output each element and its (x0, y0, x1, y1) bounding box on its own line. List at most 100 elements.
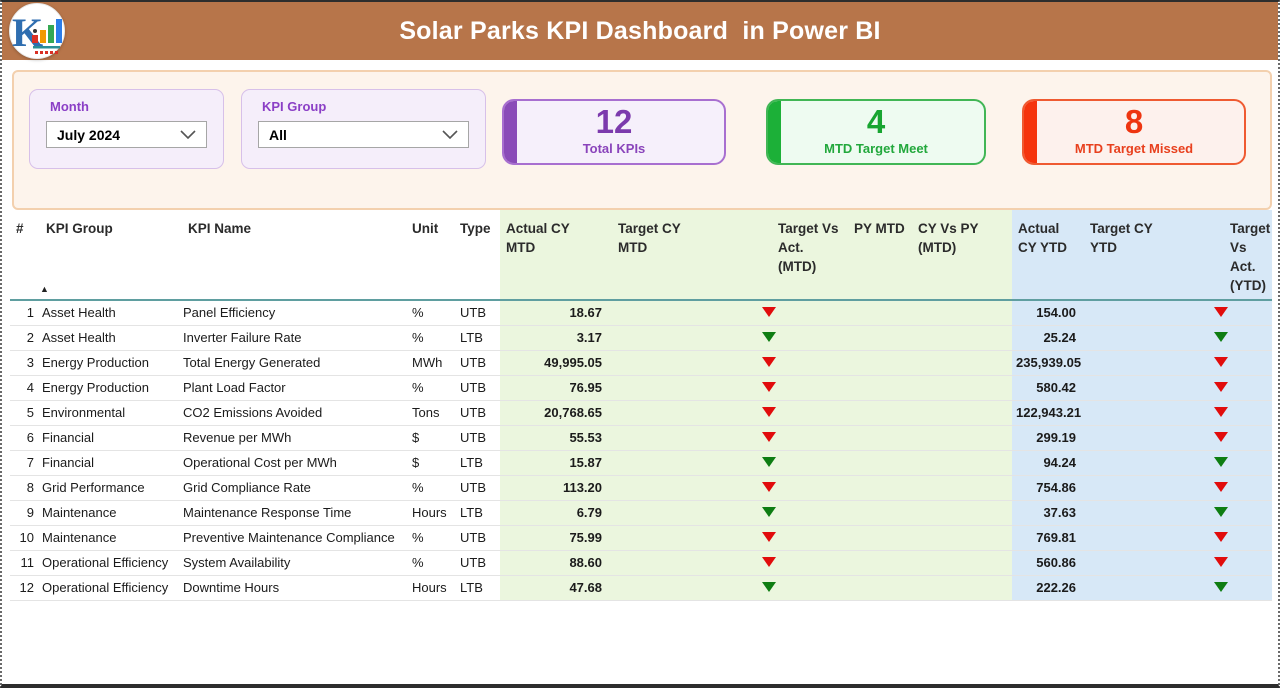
cell-tva_ytd (1204, 549, 1272, 575)
table-row: 12 Operational Efficiency Downtime Hours Ho… (10, 574, 1272, 601)
table-row: 1 Asset Health Panel Efficiency% UTB 18.67 15… (10, 299, 1272, 325)
column-header-py_mtd[interactable]: PY MTD (848, 210, 912, 301)
mtd-target-missed-card: 8 MTD Target Missed (1022, 99, 1246, 165)
down-arrow-red-icon (762, 482, 776, 492)
cell-actual_mtd: 47.68 (500, 574, 612, 601)
down-arrow-green-icon (1214, 507, 1228, 517)
cell-name: Inverter Failure Rate (182, 324, 408, 350)
cell-cyvpy_mtd (912, 524, 1012, 550)
table-row: 10 Maintenance Preventive Maintenance Comp… (10, 524, 1272, 550)
column-header-actual_mtd[interactable]: Actual CY MTD (500, 210, 612, 301)
cell-unit: % (408, 299, 458, 325)
down-arrow-green-icon (1214, 332, 1228, 342)
cell-num: 6 (10, 424, 40, 450)
month-dropdown[interactable]: July 2024 (46, 121, 207, 148)
cell-actual_ytd: 37.63 (1012, 499, 1084, 525)
down-arrow-green-icon (762, 457, 776, 467)
cell-name: System Availability (182, 549, 408, 575)
cell-group: Financial (40, 449, 182, 475)
cell-py_mtd (848, 524, 912, 550)
cell-actual_mtd: 20,768.65 (500, 399, 612, 425)
cell-tva_ytd (1204, 499, 1272, 525)
cell-name: Revenue per MWh (182, 424, 408, 450)
cell-unit: Tons (408, 399, 458, 425)
cell-type: UTB (458, 374, 500, 400)
cell-tva_ytd (1204, 524, 1272, 550)
column-header-tva_ytd[interactable]: Target Vs Act. (YTD) (1204, 210, 1272, 301)
cell-tva_mtd (752, 299, 848, 325)
down-arrow-red-icon (762, 382, 776, 392)
cell-target_mtd (612, 549, 752, 575)
chevron-down-icon (442, 130, 458, 139)
cell-py_mtd (848, 474, 912, 500)
table-row: 7 Financial Operational Cost per MWh $ LTB 15… (10, 449, 1272, 475)
column-header-actual_ytd[interactable]: Actual CY YTD (1012, 210, 1084, 301)
column-header-target_ytd[interactable]: Target CY YTD (1084, 210, 1204, 301)
cell-num: 12 (10, 574, 40, 601)
cell-type: LTB (458, 574, 500, 601)
cell-num: 4 (10, 374, 40, 400)
table-row: 8 Grid Performance Grid Compliance Rate% UT… (10, 474, 1272, 500)
cell-actual_ytd: 154.00 (1012, 299, 1084, 325)
cell-unit: % (408, 524, 458, 550)
column-header-type[interactable]: Type (458, 210, 500, 301)
cell-cyvpy_mtd (912, 424, 1012, 450)
sort-ascending-icon[interactable]: ▲ (40, 284, 49, 294)
month-slicer: Month July 2024 (29, 89, 224, 169)
column-header-label: PY MTD (854, 221, 905, 236)
cell-type: UTB (458, 424, 500, 450)
down-arrow-red-icon (762, 407, 776, 417)
kpi-logo-icon: K (12, 10, 62, 55)
column-header-label: KPI Group (46, 221, 113, 236)
column-header-unit[interactable]: Unit (408, 210, 458, 301)
cell-tva_ytd (1204, 349, 1272, 375)
cell-unit: % (408, 474, 458, 500)
cell-actual_mtd: 76.95 (500, 374, 612, 400)
kpi-table: # KPI Group ▲ KPI Name Unit Type Actual CY MTD… (10, 210, 1274, 601)
column-header-group[interactable]: KPI Group ▲ (40, 210, 182, 301)
down-arrow-red-icon (1214, 407, 1228, 417)
cell-type: UTB (458, 399, 500, 425)
cell-target_ytd (1084, 524, 1204, 550)
cell-actual_mtd: 55.53 (500, 424, 612, 450)
cell-num: 3 (10, 349, 40, 375)
cell-name: Maintenance Response Time (182, 499, 408, 525)
cell-py_mtd (848, 449, 912, 475)
card-accent-bar (1024, 101, 1037, 163)
cell-actual_ytd: 769.81 (1012, 524, 1084, 550)
cell-num: 5 (10, 399, 40, 425)
mtd-target-missed-value: 8 (1124, 103, 1144, 140)
column-header-label: Target CY YTD (1090, 221, 1153, 255)
down-arrow-red-icon (762, 307, 776, 318)
kpi-group-slicer: KPI Group All (241, 89, 486, 169)
cell-actual_mtd: 113.20 (500, 474, 612, 500)
column-header-tva_mtd[interactable]: Target Vs Act. (MTD) (752, 210, 848, 301)
cell-py_mtd (848, 349, 912, 375)
month-dropdown-value: July 2024 (57, 126, 121, 143)
column-header-label: Target CY MTD (618, 221, 681, 255)
cell-tva_ytd (1204, 374, 1272, 400)
table-row: 6 Financial Revenue per MWh $ UTB 55.53 299.19 (10, 424, 1272, 450)
cell-cyvpy_mtd (912, 499, 1012, 525)
cell-target_ytd (1084, 374, 1204, 400)
table-row: 3 Energy Production Total Energy Generated… (10, 349, 1272, 375)
cell-group: Operational Efficiency (40, 549, 182, 575)
cell-tva_mtd (752, 449, 848, 475)
column-header-cyvpy_mtd[interactable]: CY Vs PY (MTD) (912, 210, 1012, 301)
cell-name: Grid Compliance Rate (182, 474, 408, 500)
cell-cyvpy_mtd (912, 399, 1012, 425)
column-header-name[interactable]: KPI Name (182, 210, 408, 301)
cell-cyvpy_mtd (912, 374, 1012, 400)
cell-tva_ytd (1204, 449, 1272, 475)
kpi-group-dropdown[interactable]: All (258, 121, 469, 148)
down-arrow-red-icon (762, 432, 776, 442)
column-header-target_mtd[interactable]: Target CY MTD (612, 210, 752, 301)
cell-actual_ytd: 122,943.21 (1012, 399, 1084, 425)
cell-target_mtd (612, 449, 752, 475)
cell-name: Downtime Hours (182, 574, 408, 601)
cell-type: UTB (458, 299, 500, 325)
column-header-num[interactable]: # (10, 210, 40, 301)
cell-unit: MWh (408, 349, 458, 375)
cell-group: Energy Production (40, 374, 182, 400)
cell-group: Maintenance (40, 499, 182, 525)
